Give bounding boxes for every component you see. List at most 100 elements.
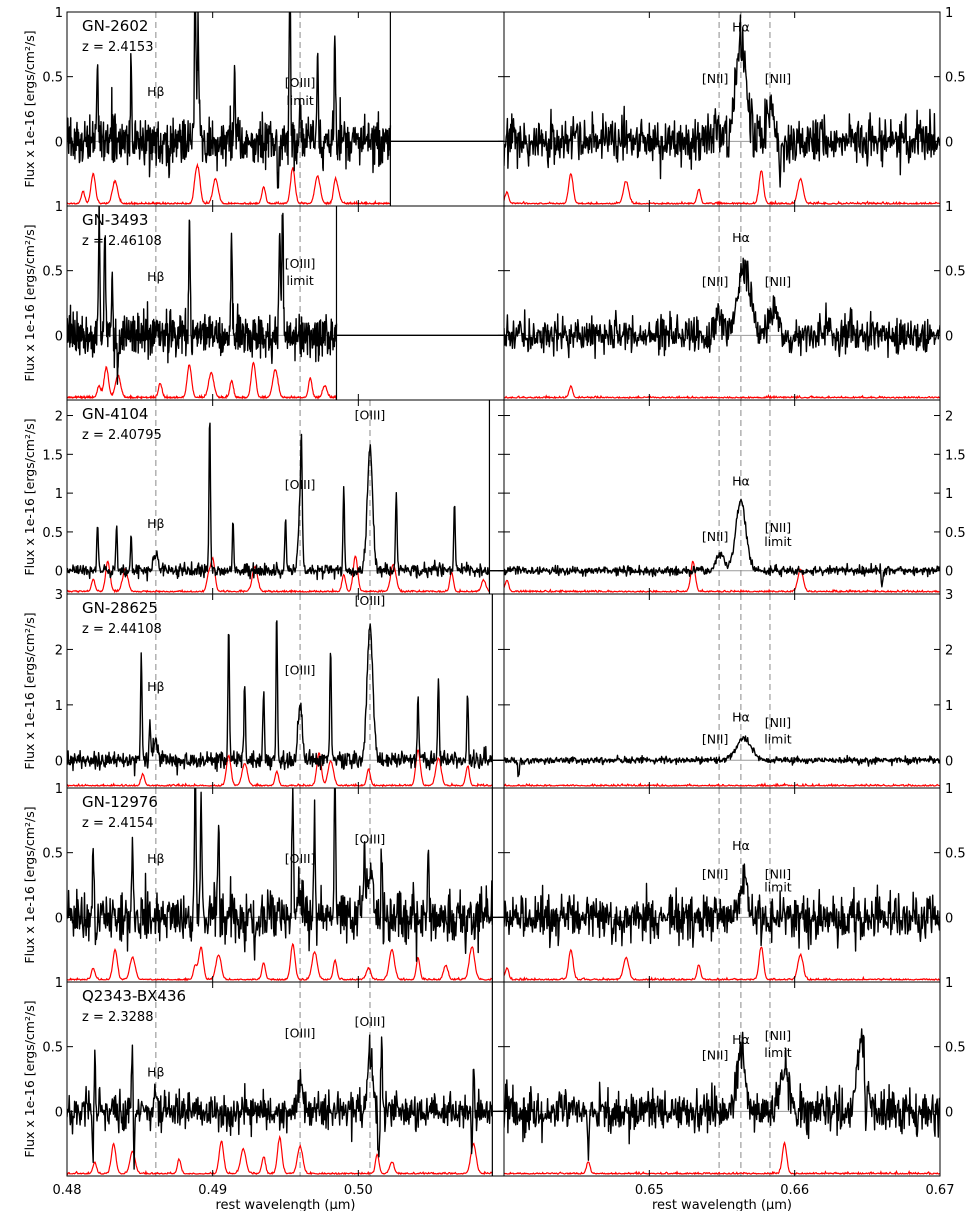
- y-axis-label: Flux x 1e-16 [ergs/cm²/s]: [22, 224, 37, 381]
- line-annotation: [NII]: [702, 1048, 728, 1063]
- y-tick-label-left: 0: [55, 754, 63, 769]
- y-tick-label-right: 1: [945, 200, 953, 215]
- y-tick-label-left: 0: [55, 329, 63, 344]
- line-annotation: [OIII]: [285, 477, 316, 492]
- x-axis-label-red: rest wavelength (μm): [652, 1198, 792, 1211]
- x-tick-label-blue: 0.50: [344, 1183, 373, 1198]
- redshift-label: z = 2.4154: [82, 816, 153, 831]
- blue-window-plot: [67, 594, 504, 788]
- line-annotation: [OIII]: [355, 407, 386, 422]
- panel-frame-red: [503, 981, 941, 1177]
- line-annotation: [NII]: [702, 274, 728, 289]
- line-annotation: [NII]: [765, 71, 791, 86]
- x-tick-label-red: 0.66: [780, 1183, 809, 1198]
- y-tick-label-right: 0: [945, 329, 953, 344]
- y-tick-label-left: 2: [55, 643, 63, 658]
- y-tick-label-right: 0: [945, 911, 953, 926]
- panel-frame-red: [503, 399, 941, 595]
- y-tick-label-right: 1: [945, 976, 953, 991]
- y-tick-label-left: 1.5: [42, 448, 63, 463]
- object-name: GN-12976: [82, 793, 158, 811]
- line-annotation: Hβ: [147, 679, 164, 694]
- line-annotation: Hα: [732, 230, 750, 245]
- blue-window-plot: [67, 12, 504, 206]
- sky-spectrum-blue: [67, 749, 493, 788]
- line-annotation: [NII]: [702, 529, 728, 544]
- y-tick-label-right: 1: [945, 699, 953, 714]
- y-tick-label-left: 0.5: [42, 526, 63, 541]
- object-name: Q2343-BX436: [82, 987, 186, 1005]
- y-tick-label-left: 0.5: [42, 847, 63, 862]
- y-axis-label: Flux x 1e-16 [ergs/cm²/s]: [22, 612, 37, 769]
- red-window-plot: [504, 400, 940, 594]
- sky-spectrum-blue: [67, 1134, 493, 1176]
- sky-spectrum-blue: [67, 942, 493, 982]
- y-tick-label-left: 1: [55, 976, 63, 991]
- line-annotation: Hα: [732, 838, 750, 853]
- line-annotation: [OIII]: [355, 593, 386, 608]
- y-tick-label-right: 1: [945, 6, 953, 21]
- redshift-label: z = 2.44108: [82, 622, 162, 637]
- line-annotation: Hβ: [147, 269, 164, 284]
- science-spectrum-blue: [67, 1034, 493, 1170]
- line-annotation: [OIII]: [285, 662, 316, 677]
- redshift-label: z = 2.3288: [82, 1010, 153, 1025]
- science-spectrum-blue: [67, 422, 490, 582]
- y-tick-label-right: 0.5: [945, 71, 966, 86]
- sky-spectrum-red: [504, 1141, 940, 1176]
- blue-window-plot: [67, 400, 504, 594]
- y-tick-label-right: 1.5: [945, 448, 966, 463]
- y-tick-label-right: 0: [945, 565, 953, 580]
- y-tick-label-left: 2: [55, 410, 63, 425]
- sky-spectrum-blue: [67, 162, 391, 206]
- line-annotation: Hα: [732, 1032, 750, 1047]
- red-window-plot: [504, 206, 940, 400]
- line-annotation: [NII]: [702, 71, 728, 86]
- blue-window-plot: [67, 206, 504, 400]
- object-name: GN-3493: [82, 211, 148, 229]
- line-annotation: [OIII]: [285, 1026, 316, 1041]
- y-tick-label-right: 0.5: [945, 265, 966, 280]
- science-spectrum-red: [504, 257, 940, 360]
- blue-window-plot: [67, 788, 504, 982]
- sky-spectrum-red: [504, 560, 940, 594]
- redshift-label: z = 2.46108: [82, 234, 162, 249]
- y-axis-label: Flux x 1e-16 [ergs/cm²/s]: [22, 806, 37, 963]
- red-window-plot: [504, 594, 940, 788]
- line-annotation: [NII]: [702, 867, 728, 882]
- y-axis-label: Flux x 1e-16 [ergs/cm²/s]: [22, 30, 37, 187]
- redshift-label: z = 2.40795: [82, 428, 162, 443]
- y-tick-label-left: 0.5: [42, 71, 63, 86]
- x-tick-label-red: 0.67: [926, 1183, 955, 1198]
- y-tick-label-right: 0.5: [945, 526, 966, 541]
- line-annotation: Hβ: [147, 1064, 164, 1079]
- y-tick-label-left: 1: [55, 200, 63, 215]
- line-annotation: Hα: [732, 19, 750, 34]
- science-spectrum-blue: [67, 12, 392, 189]
- line-annotation: limit: [286, 93, 314, 108]
- spectrum-panel-4: 0 1 2 3 0 1 2 3 Flux x 1e-16 [ergs/cm²/s] GN-2862…: [22, 588, 953, 789]
- spectrum-panel-3: 0 0.5 1 1.5 2 0 0.5 1 1.5 2 Flux x 1e-16 [ergs/cm²…: [22, 399, 966, 595]
- spectrum-panel-2: 0 0.5 0 0.5 Flux x 1e-16 [ergs/cm²/s] GN-3493…: [22, 205, 966, 401]
- y-tick-label-right: 1: [945, 782, 953, 797]
- red-window-plot: [504, 12, 940, 206]
- y-tick-label-right: 0: [945, 754, 953, 769]
- y-tick-label-right: 3: [945, 588, 953, 603]
- y-tick-label-right: 1: [945, 487, 953, 502]
- y-tick-label-left: 3: [55, 588, 63, 603]
- line-annotation: Hβ: [147, 851, 164, 866]
- y-axis-label: Flux x 1e-16 [ergs/cm²/s]: [22, 1000, 37, 1157]
- x-tick-label-blue: 0.49: [198, 1183, 227, 1198]
- spectrum-panel-1: 0 0.5 1 0 0.5 1 1 1 Flux x 1e-16 [ergs/cm²/s] GN-…: [22, 6, 966, 215]
- y-tick-label-left: 1: [55, 487, 63, 502]
- redshift-label: z = 2.4153: [82, 40, 153, 55]
- sky-spectrum-red: [504, 170, 940, 206]
- line-annotation: [OIII]: [285, 75, 316, 90]
- y-tick-label-left: 1: [55, 782, 63, 797]
- y-tick-label-left: 1: [55, 6, 63, 21]
- sky-spectrum-blue: [67, 361, 338, 400]
- y-tick-label-left: 0: [55, 1105, 63, 1120]
- line-annotation: [NII]: [765, 867, 791, 882]
- line-annotation: limit: [764, 534, 792, 549]
- y-tick-label-right: 0: [945, 1105, 953, 1120]
